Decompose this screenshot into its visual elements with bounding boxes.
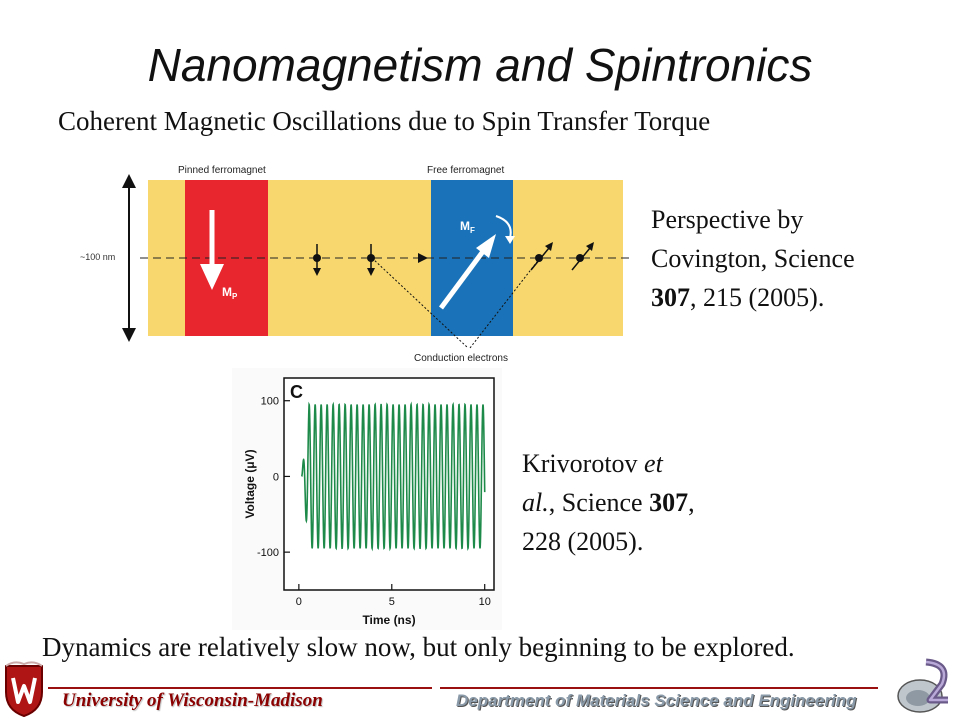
- y-tick-label: -100: [257, 547, 279, 559]
- slide-subtitle: Coherent Magnetic Oscillations due to Sp…: [58, 106, 711, 136]
- y-tick-label: 100: [261, 396, 279, 408]
- x-tick-label: 5: [389, 596, 395, 608]
- panel-label: C: [290, 382, 303, 402]
- conduction-label: Conduction electrons: [414, 353, 508, 364]
- pinned-label: Pinned ferromagnet: [178, 165, 266, 176]
- citation-line: 228 (2005).: [522, 527, 644, 556]
- x-tick-label: 10: [479, 596, 491, 608]
- x-axis-label: Time (ns): [362, 613, 415, 627]
- y-tick-label: 0: [273, 471, 279, 483]
- citation-journal: , Science: [548, 488, 650, 517]
- citation-line: 307, 215 (2005).: [651, 278, 855, 317]
- citation-line: Covington, Science: [651, 244, 855, 273]
- free-label: Free ferromagnet: [427, 165, 504, 176]
- mf-label: MF: [460, 219, 475, 235]
- citation-author: Krivorotov: [522, 449, 645, 478]
- citation-krivorotov: Krivorotov et al., Science 307, 228 (200…: [522, 444, 695, 561]
- citation-volume: 307: [649, 488, 689, 517]
- voltage-time-chart: 0 5 10 100 0 -100 Time (ns) Voltage (μV) C: [232, 368, 502, 630]
- citation-covington: Perspective by Covington, Science 307, 2…: [651, 200, 855, 317]
- slide-title: Nanomagnetism and Spintronics: [147, 39, 813, 91]
- electron-spin-4: [571, 242, 594, 271]
- voltage-trace: [301, 401, 486, 552]
- electron-spin-1: [313, 244, 321, 276]
- citation-line: Krivorotov et: [522, 444, 695, 483]
- bottom-statement: Dynamics are relatively slow now, but on…: [42, 632, 795, 662]
- x-tick-label: 0: [296, 596, 302, 608]
- citation-et: et: [644, 449, 663, 478]
- citation-comma: ,: [688, 488, 695, 517]
- height-label: ~100 nm: [80, 252, 115, 262]
- citation-al: al.: [522, 488, 549, 517]
- university-crest: [5, 661, 43, 718]
- citation-volume: 307: [651, 283, 690, 312]
- citation-pages: , 215 (2005).: [690, 283, 825, 312]
- citation-line: al., Science 307,: [522, 483, 695, 522]
- electron-spin-3: [530, 242, 553, 271]
- mp-label: MP: [222, 285, 238, 301]
- footer-rule-left: [48, 687, 432, 689]
- footer-university: University of Wisconsin-Madison: [62, 690, 323, 711]
- spin-transfer-diagram: ~100 nm Pinned ferromagnet Free ferromag…: [80, 165, 630, 364]
- footer-department: Department of Materials Science and Engi…: [456, 691, 857, 710]
- footer-rule-right: [440, 687, 878, 689]
- citation-line: Perspective by: [651, 205, 804, 234]
- electron-spin-2: [367, 244, 375, 276]
- department-logo: [897, 658, 948, 713]
- y-axis-label: Voltage (μV): [243, 449, 257, 518]
